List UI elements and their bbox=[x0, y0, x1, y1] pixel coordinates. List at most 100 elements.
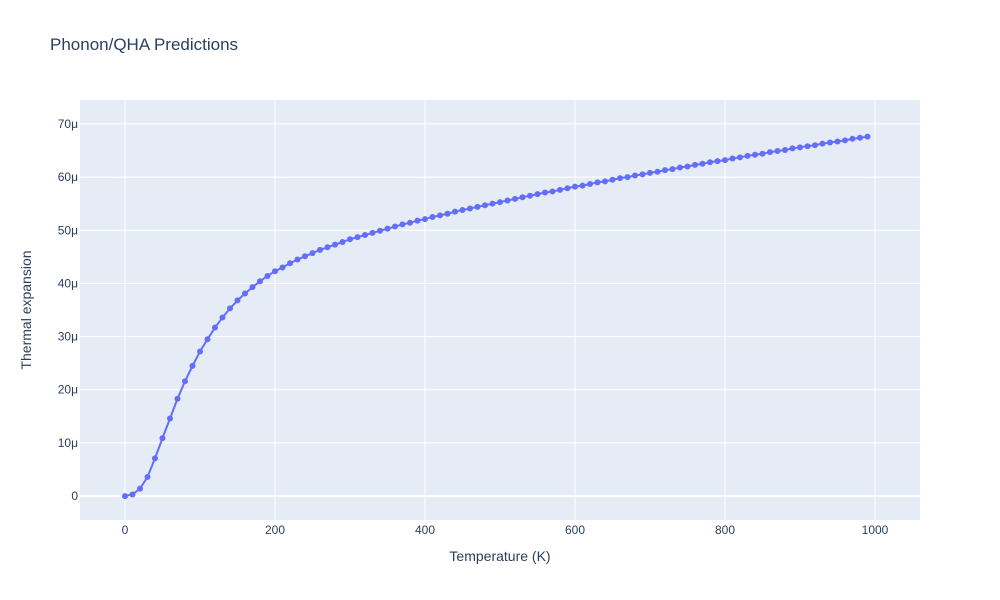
data-point bbox=[549, 188, 556, 195]
y-tick-label: 60μ bbox=[58, 170, 78, 184]
data-point bbox=[212, 324, 218, 331]
data-point bbox=[302, 253, 308, 260]
data-point bbox=[594, 179, 601, 186]
data-point bbox=[504, 197, 511, 204]
data-point bbox=[497, 199, 503, 206]
data-point bbox=[744, 152, 751, 159]
data-point bbox=[234, 297, 241, 304]
series-line bbox=[124, 135, 868, 498]
data-point bbox=[512, 195, 518, 202]
data-point bbox=[182, 378, 188, 385]
data-point bbox=[362, 232, 368, 239]
data-point bbox=[722, 157, 728, 164]
data-point bbox=[759, 150, 766, 157]
data-point bbox=[669, 166, 676, 173]
y-tick-label: 50μ bbox=[58, 223, 78, 237]
data-point bbox=[834, 138, 841, 145]
x-tick-label: 800 bbox=[715, 523, 735, 537]
data-point bbox=[317, 246, 323, 253]
data-point bbox=[662, 167, 668, 174]
y-tick-label: 20μ bbox=[58, 383, 78, 397]
data-point bbox=[257, 278, 263, 285]
data-point bbox=[452, 208, 458, 215]
grid-lines bbox=[80, 100, 920, 520]
data-point bbox=[729, 155, 736, 162]
y-axis-title: Thermal expansion bbox=[18, 250, 34, 369]
data-point bbox=[602, 178, 608, 185]
data-point bbox=[144, 473, 151, 480]
data-point bbox=[767, 149, 773, 156]
data-point bbox=[227, 305, 233, 312]
data-point bbox=[699, 160, 706, 167]
data-point bbox=[617, 175, 623, 182]
data-point bbox=[407, 219, 413, 226]
x-axis-title: Temperature (K) bbox=[449, 548, 550, 564]
data-point bbox=[857, 134, 863, 141]
data-point bbox=[249, 284, 256, 291]
data-point bbox=[489, 200, 496, 207]
data-point bbox=[377, 227, 383, 234]
x-tick-label: 1000 bbox=[862, 523, 889, 537]
y-tick-label: 40μ bbox=[58, 276, 78, 290]
data-point bbox=[692, 161, 698, 168]
data-point bbox=[422, 216, 428, 223]
data-point bbox=[609, 176, 616, 183]
data-point bbox=[219, 314, 226, 321]
data-point bbox=[399, 221, 406, 228]
data-point bbox=[774, 148, 781, 155]
data-point bbox=[654, 168, 661, 175]
x-tick-label: 200 bbox=[265, 523, 285, 537]
data-point bbox=[737, 154, 743, 161]
y-axis-ticks: 0 10μ 20μ 30μ 40μ 50μ 60μ 70μ bbox=[58, 117, 79, 503]
data-point bbox=[527, 192, 533, 199]
data-point bbox=[542, 189, 548, 196]
data-point bbox=[579, 182, 586, 189]
data-point bbox=[819, 140, 826, 147]
data-point bbox=[804, 143, 811, 150]
data-point bbox=[534, 191, 541, 198]
data-point bbox=[864, 133, 871, 140]
data-point bbox=[392, 223, 398, 230]
series-markers bbox=[122, 133, 871, 500]
x-tick-label: 600 bbox=[565, 523, 585, 537]
data-point bbox=[174, 395, 181, 402]
data-point bbox=[467, 205, 473, 212]
data-point bbox=[557, 186, 563, 193]
data-point bbox=[324, 244, 331, 251]
data-point bbox=[272, 268, 278, 275]
data-point bbox=[444, 210, 451, 217]
y-tick-label: 30μ bbox=[58, 330, 78, 344]
y-tick-label: 0 bbox=[71, 489, 78, 503]
data-point bbox=[789, 145, 796, 152]
data-point bbox=[474, 203, 481, 210]
data-point bbox=[197, 348, 203, 355]
data-point bbox=[624, 174, 631, 181]
data-point bbox=[714, 158, 721, 165]
plot-area bbox=[80, 100, 920, 520]
data-point bbox=[354, 234, 361, 241]
data-point bbox=[707, 159, 713, 166]
data-point bbox=[572, 183, 578, 190]
data-point bbox=[827, 139, 833, 146]
data-point bbox=[152, 455, 158, 462]
data-point bbox=[429, 213, 436, 220]
data-point bbox=[842, 137, 848, 144]
data-point bbox=[264, 272, 271, 279]
data-point bbox=[137, 485, 143, 492]
data-point bbox=[587, 181, 593, 187]
data-point bbox=[437, 212, 443, 219]
data-point bbox=[159, 435, 166, 442]
data-point bbox=[752, 151, 758, 158]
data-point bbox=[782, 146, 788, 153]
data-point bbox=[677, 164, 683, 171]
data-point bbox=[332, 241, 338, 248]
data-point bbox=[647, 169, 653, 176]
x-tick-label: 400 bbox=[415, 523, 435, 537]
data-point bbox=[564, 185, 571, 192]
data-point bbox=[482, 202, 488, 209]
data-point bbox=[189, 362, 196, 369]
x-axis-ticks: 0 200 400 600 800 1000 bbox=[122, 523, 889, 537]
data-point bbox=[122, 493, 128, 500]
data-point bbox=[167, 415, 173, 422]
